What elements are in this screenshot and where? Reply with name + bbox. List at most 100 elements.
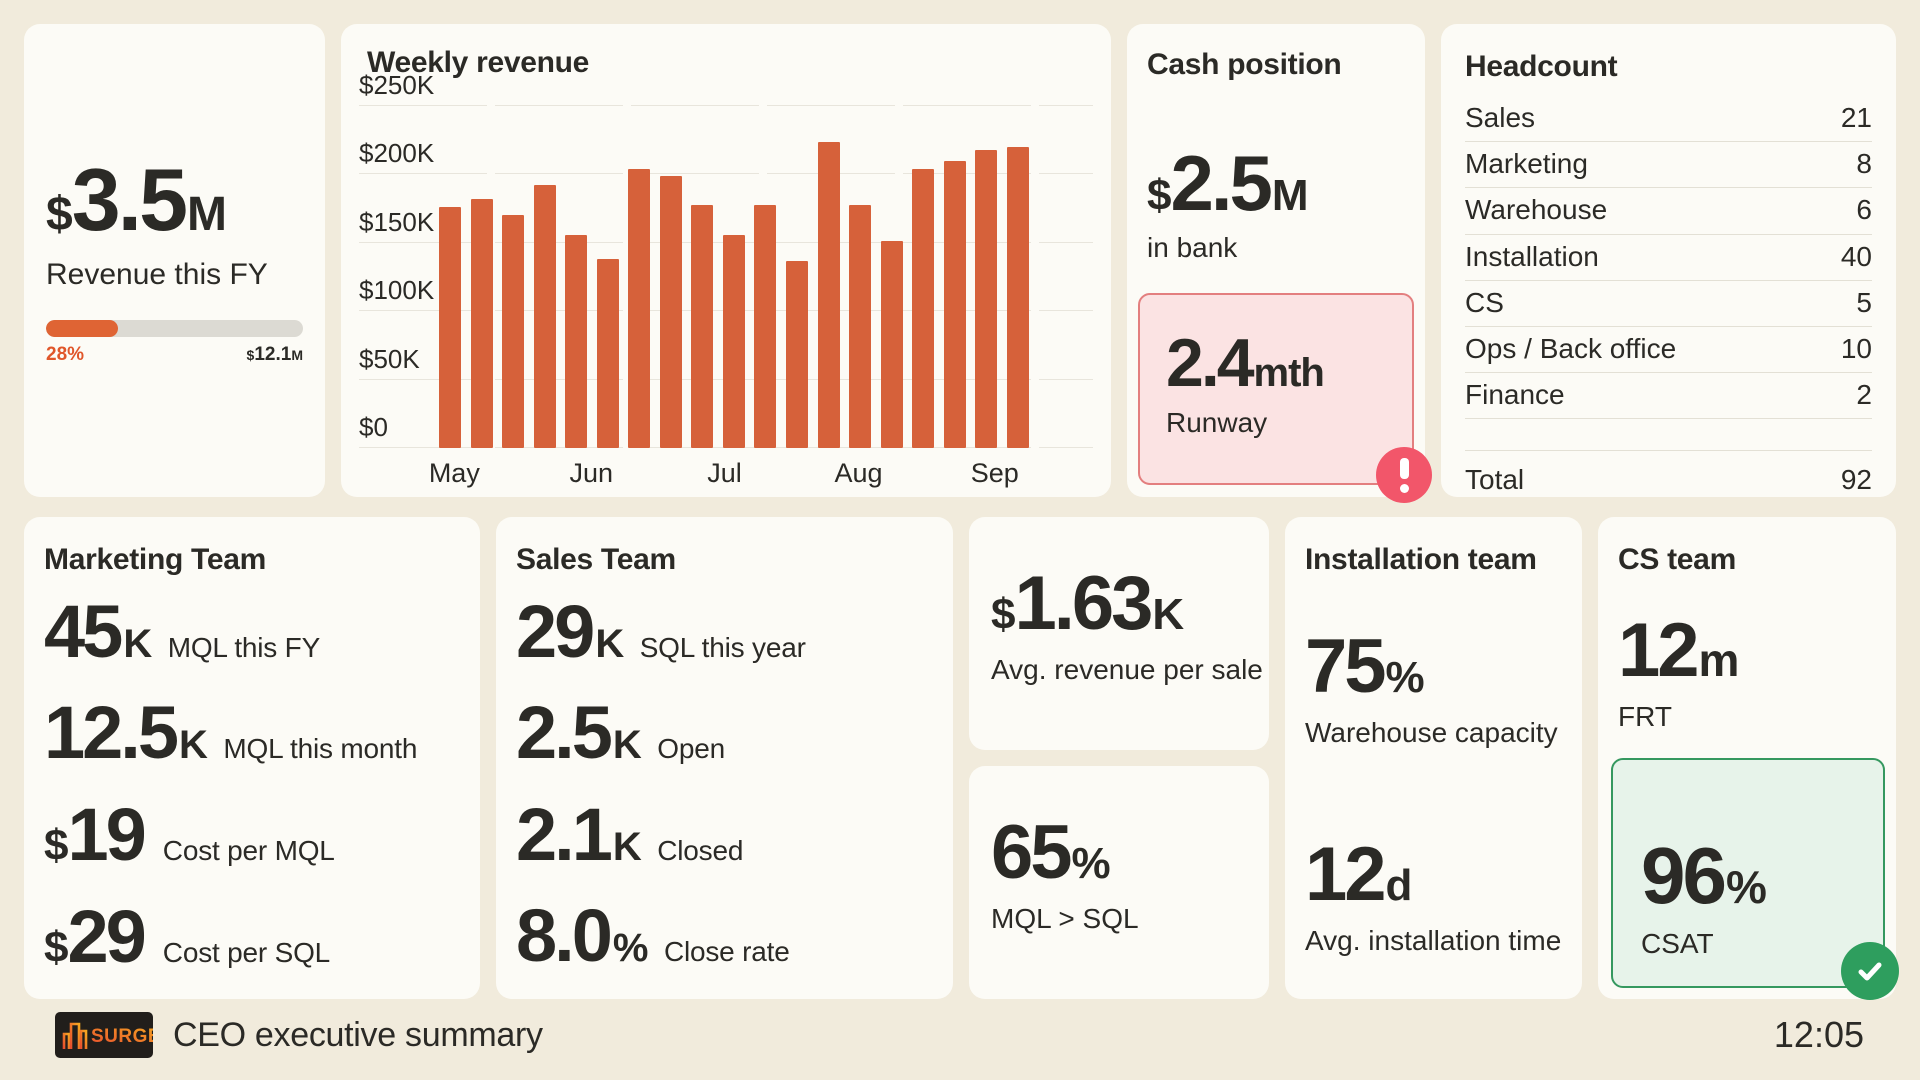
row-value: 40 [1840,240,1872,272]
revenue-unit: M [187,187,227,241]
row-label: CS [1465,286,1504,318]
marketing-team-card: Marketing Team 45 K MQL this FY 12.5 K MQL… [24,517,480,999]
revenue-progress-fill [46,319,118,337]
revenue-bar [565,234,588,448]
stat-unit: % [1385,653,1425,702]
revenue-bar [691,204,714,448]
cash-number: 2.5 [1170,139,1272,227]
runway-value: 2.4 mth [1166,329,1412,397]
stat-column: $1.63 K Avg. revenue per sale 65% MQL > S… [969,517,1269,999]
metric-cost-per-sql: $29 Cost per SQL [44,899,460,973]
bottom-row: Marketing Team 45 K MQL this FY 12.5 K MQL… [24,517,1899,1000]
y-axis-tick-label: $100K [359,275,435,306]
mql-sql-card: 65% MQL > SQL [969,765,1269,999]
total-label: Total [1465,464,1525,496]
metric-value: 45 [44,590,123,673]
revenue-bar [880,241,903,448]
chart-title: Weekly revenue [367,46,590,79]
chart-xaxis: May Jun Jul Aug Sep [429,448,1029,492]
x-axis-month-label: Jun [569,458,613,488]
top-row: $3.5 M Revenue this FY 28% $12.1 M Weekly … [24,24,1896,503]
runway-alert-box: 2.4 mth Runway [1138,293,1432,503]
metric-label: Cost per SQL [162,936,331,968]
metric-mql-month: 12.5 K MQL this month [44,691,460,775]
currency-prefix: $ [991,590,1016,640]
csat-label: CSAT [1641,927,1714,959]
stat-unit: K [1152,590,1184,640]
cs-title: CS team [1618,543,1736,576]
metric-value: 2.1 [516,792,613,876]
row-value: 8 [1856,148,1872,180]
revenue-number: 3.5 [71,149,188,249]
cash-title: Cash position [1147,48,1342,81]
alert-icon [1376,447,1432,503]
revenue-bar [817,141,840,448]
metric-sql-year: 29 K SQL this year [516,594,933,668]
headcount-table: Sales 21 Marketing 8 Warehouse 6 Installati… [1465,96,1872,496]
metric-unit: % [612,925,649,970]
metric-value: 12.5 [44,691,179,775]
revenue-bar [912,168,935,448]
row-value: 5 [1856,286,1872,318]
table-row: Warehouse 6 [1465,188,1872,235]
page-title: CEO executive summary [173,1015,543,1054]
warehouse-capacity-label: Warehouse capacity [1305,717,1558,748]
frt-label: FRT [1618,701,1672,732]
revenue-bar [502,215,525,448]
row-label: Installation [1465,240,1599,272]
building-icon [62,1022,88,1049]
chart-bars [439,106,1029,448]
headcount-card: Headcount Sales 21 Marketing 8 Warehouse 6 … [1441,24,1896,497]
table-row: Finance 2 [1465,373,1872,420]
stat-number: 12 [1305,832,1387,917]
metric-value: 8.0 [516,893,613,977]
stat-number: 75 [1305,624,1387,709]
y-axis-tick-label: $150K [359,206,435,237]
check-glyph [1858,962,1882,981]
metric-open: 2.5 K Open [516,696,933,770]
table-row: Sales 21 [1465,96,1872,143]
clock: 12:05 [1773,1014,1864,1055]
row-value: 21 [1840,102,1872,133]
frt-value: 12 m [1618,613,1876,689]
exclamation-bar [1399,457,1409,479]
install-time-label: Avg. installation time [1305,925,1562,956]
metric-value: 19 [67,792,146,876]
exclamation-dot [1399,483,1409,493]
cash-label: in bank [1147,232,1238,263]
table-spacer [1465,419,1872,452]
stat-unit: % [1725,860,1767,913]
x-axis-month-label: Aug [834,458,883,488]
revenue-bar [659,175,682,448]
stat-number: 65 [991,810,1073,896]
metric-label: MQL this month [223,733,418,765]
x-axis-month-label: Jul [707,458,742,488]
metric-prefix: $ [44,820,69,870]
revenue-bar [849,204,872,448]
y-axis-tick-label: $200K [359,138,435,169]
row-label: Finance [1465,379,1565,411]
table-total-row: Total 92 [1465,451,1872,496]
warehouse-capacity-value: 75% [1305,629,1562,705]
metric-label: Open [657,733,725,765]
revenue-card: $3.5 M Revenue this FY 28% $12.1 M [24,24,325,497]
currency-prefix: $ [1147,171,1172,220]
revenue-bar [754,204,777,448]
x-axis-month-label: Sep [970,458,1019,488]
revenue-bar [722,234,745,448]
installation-team-card: Installation team 75% Warehouse capacity… [1285,517,1582,999]
row-label: Sales [1465,102,1536,133]
cs-team-card: CS team 12 m FRT 96% CSAT [1598,517,1899,1000]
grid-line [359,173,1093,175]
check-icon [1841,941,1899,1000]
metric-unit: K [179,723,208,768]
metric-prefix: $ [44,922,69,972]
revenue-label: Revenue this FY [46,257,268,291]
metric-unit: K [123,622,152,666]
metric-closed: 2.1 K Closed [516,792,933,876]
revenue-progress-labels: 28% $12.1 M [46,344,303,366]
metric-unit: K [595,622,624,666]
revenue-bar [439,207,461,448]
mql-sql-value: 65% [991,815,1269,891]
